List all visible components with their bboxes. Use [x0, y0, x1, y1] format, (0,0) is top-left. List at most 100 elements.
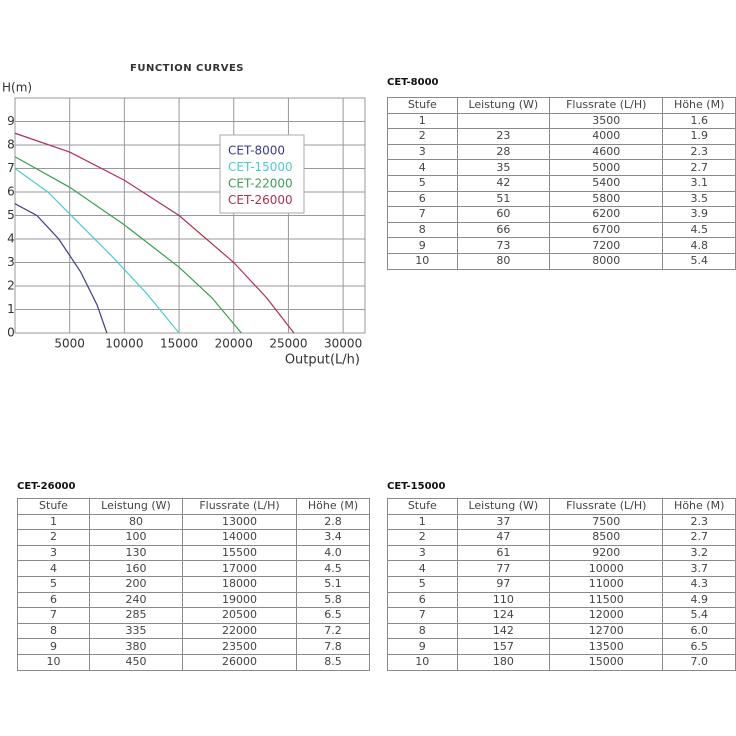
table-cell: 1: [387, 513, 458, 531]
table-row: 5 42 5400 3.1: [387, 174, 736, 192]
line-series: [14, 168, 180, 334]
table-cell: 10000: [549, 560, 664, 577]
table-row: 7 285 20500 6.5: [17, 607, 370, 624]
table-cell: 12700: [549, 622, 664, 640]
table-cell: 6: [387, 190, 458, 208]
header-cell: Flussrate (L/H): [549, 97, 664, 114]
table-cell: 8: [387, 221, 458, 239]
table-title: CET-8000: [387, 77, 439, 88]
x-axis-label: Output(L/h): [285, 353, 360, 368]
table-cell: 142: [456, 622, 551, 640]
table-cell: 5: [387, 575, 458, 593]
table-cell: 7.0: [662, 653, 736, 671]
table-row: 4 35 5000 2.7: [387, 159, 736, 176]
header-cell: Höhe (M): [662, 498, 736, 515]
table-cell: 4: [17, 560, 90, 577]
table-cell: 2: [17, 529, 90, 546]
table-row: 7 60 6200 3.9: [387, 206, 736, 223]
table-row: 10 80 8000 5.4: [387, 252, 736, 270]
table-row: 6 110 11500 4.9: [387, 591, 736, 609]
table-cell: 180: [456, 653, 551, 671]
table-cell: 61: [456, 544, 551, 562]
table-cell: 240: [89, 591, 183, 609]
table-cell: 3: [387, 143, 458, 161]
table-cell: 130: [89, 544, 183, 562]
table-cell: 8500: [549, 529, 664, 546]
table-cell: 4600: [549, 143, 664, 161]
table-row: 10 450 26000 8.5: [17, 653, 370, 671]
table-cell: 6.0: [662, 622, 736, 640]
table-cell: 8000: [549, 252, 664, 270]
table-cell: 7.2: [296, 622, 370, 640]
table-cell: 7: [17, 607, 90, 624]
table-cell: 17000: [182, 560, 297, 577]
table-cell: 97: [456, 575, 551, 593]
header-cell: Höhe (M): [296, 498, 370, 515]
table-cell: 19000: [182, 591, 297, 609]
table-cell: 6.5: [296, 607, 370, 624]
x-tick-label: 10000: [105, 337, 143, 351]
table-row: 4 160 17000 4.5: [17, 560, 370, 577]
table-cell: 5400: [549, 174, 664, 192]
table-row: 2 47 8500 2.7: [387, 529, 736, 546]
table-cell: 4: [387, 560, 458, 577]
table-row: 10 180 15000 7.0: [387, 653, 736, 671]
table-cell: 11000: [549, 575, 664, 593]
header-row: Stufe Leistung (W) Flussrate (L/H) Höhe (M): [387, 97, 736, 114]
table-cell: 15500: [182, 544, 297, 562]
table-cell: 4.0: [296, 544, 370, 562]
y-tick-label: 2: [7, 279, 15, 293]
table-cell: 9200: [549, 544, 664, 562]
legend-entry: CET-22000: [228, 177, 293, 191]
table-title: CET-26000: [17, 481, 76, 492]
table-cell: 3: [387, 544, 458, 562]
table-cell: 5: [387, 174, 458, 192]
table-row: 9 73 7200 4.8: [387, 237, 736, 254]
table-cell: 26000: [182, 653, 297, 671]
table-cell: 23: [456, 128, 551, 145]
line-series: [14, 203, 108, 334]
header-cell: Flussrate (L/H): [182, 498, 297, 515]
table-cell: 4000: [549, 128, 664, 145]
table-cell: 335: [89, 622, 183, 640]
y-axis-label: H(m): [2, 81, 32, 95]
spec-table: Stufe Leistung (W) Flussrate (L/H) Höhe (M)…: [387, 498, 736, 671]
table-row: 2 100 14000 3.4: [17, 529, 370, 546]
table-cell: 13500: [549, 638, 664, 655]
y-tick-label: 7: [7, 161, 15, 175]
table-cell: 157: [456, 638, 551, 655]
header-cell: Stufe: [387, 498, 458, 515]
table-row: 3 28 4600 2.3: [387, 143, 736, 161]
table-cell: 22000: [182, 622, 297, 640]
legend-entry: CET-15000: [228, 160, 293, 174]
table-row: 8 66 6700 4.5: [387, 221, 736, 239]
y-tick-label: 5: [7, 208, 15, 222]
line-series: [14, 132, 295, 334]
x-tick-label: 30000: [324, 337, 362, 351]
header-row: Stufe Leistung (W) Flussrate (L/H) Höhe (M): [17, 498, 370, 515]
table-row: 2 23 4000 1.9: [387, 128, 736, 145]
table-row: 5 200 18000 5.1: [17, 575, 370, 593]
table-row: 4 77 10000 3.7: [387, 560, 736, 577]
table-cell: 8.5: [296, 653, 370, 671]
table-cell: 1.6: [662, 112, 736, 130]
header-cell: Stufe: [387, 97, 458, 114]
table-cell: 6.5: [662, 638, 736, 655]
table-cell: 2.8: [296, 513, 370, 531]
table-title: CET-15000: [387, 481, 446, 492]
table-cell: 47: [456, 529, 551, 546]
table-cell: 100: [89, 529, 183, 546]
header-row: Stufe Leistung (W) Flussrate (L/H) Höhe (M): [387, 498, 736, 515]
table-cell: 9: [387, 237, 458, 254]
table-cell: 80: [456, 252, 551, 270]
table-row: 5 97 11000 4.3: [387, 575, 736, 593]
table-row: 3 130 15500 4.0: [17, 544, 370, 562]
table-cell: 5.4: [662, 252, 736, 270]
table-cell: 3.1: [662, 174, 736, 192]
table-cell: 8: [17, 622, 90, 640]
table-cell: [456, 112, 551, 130]
table-cell: 51: [456, 190, 551, 208]
table-cell: 160: [89, 560, 183, 577]
table-cell: 3.5: [662, 190, 736, 208]
table-cell: 35: [456, 159, 551, 176]
